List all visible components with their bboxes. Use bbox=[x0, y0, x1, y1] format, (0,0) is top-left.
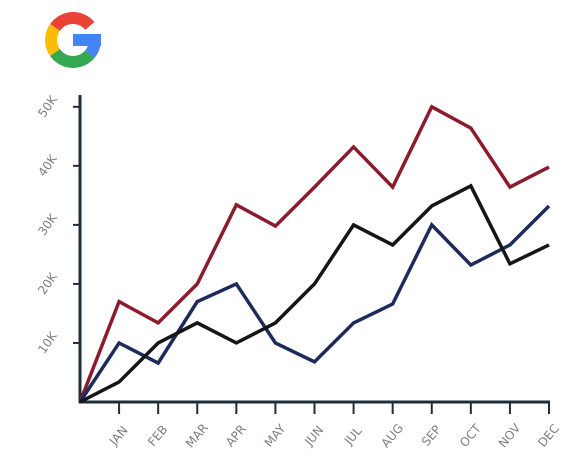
x-tick-label: OCT bbox=[457, 421, 484, 450]
x-tick-label: DEC bbox=[535, 422, 562, 450]
y-tick-label: 40K bbox=[35, 151, 60, 179]
x-tick-label: APR bbox=[223, 422, 249, 449]
y-tick-label: 10K bbox=[35, 328, 60, 356]
y-tick-label: 30K bbox=[35, 210, 60, 238]
google-logo bbox=[45, 12, 102, 68]
x-tick-label: FEB bbox=[145, 422, 170, 448]
x-tick-label: MAY bbox=[262, 421, 289, 450]
x-tick-label: JUN bbox=[301, 423, 326, 449]
y-tick-label: 50K bbox=[35, 92, 60, 120]
x-tick-label: AUG bbox=[378, 421, 406, 450]
line-series bbox=[79, 183, 550, 404]
y-tick-label: 20K bbox=[35, 269, 60, 297]
x-tick-label: SEP bbox=[419, 423, 444, 449]
x-tick-label: MAR bbox=[183, 421, 211, 451]
line-series bbox=[78, 204, 551, 403]
line-series bbox=[78, 104, 550, 403]
x-tick-label: NOV bbox=[496, 420, 524, 450]
x-tick-label: JUL bbox=[341, 424, 365, 449]
x-tick-label: JAN bbox=[106, 423, 131, 448]
